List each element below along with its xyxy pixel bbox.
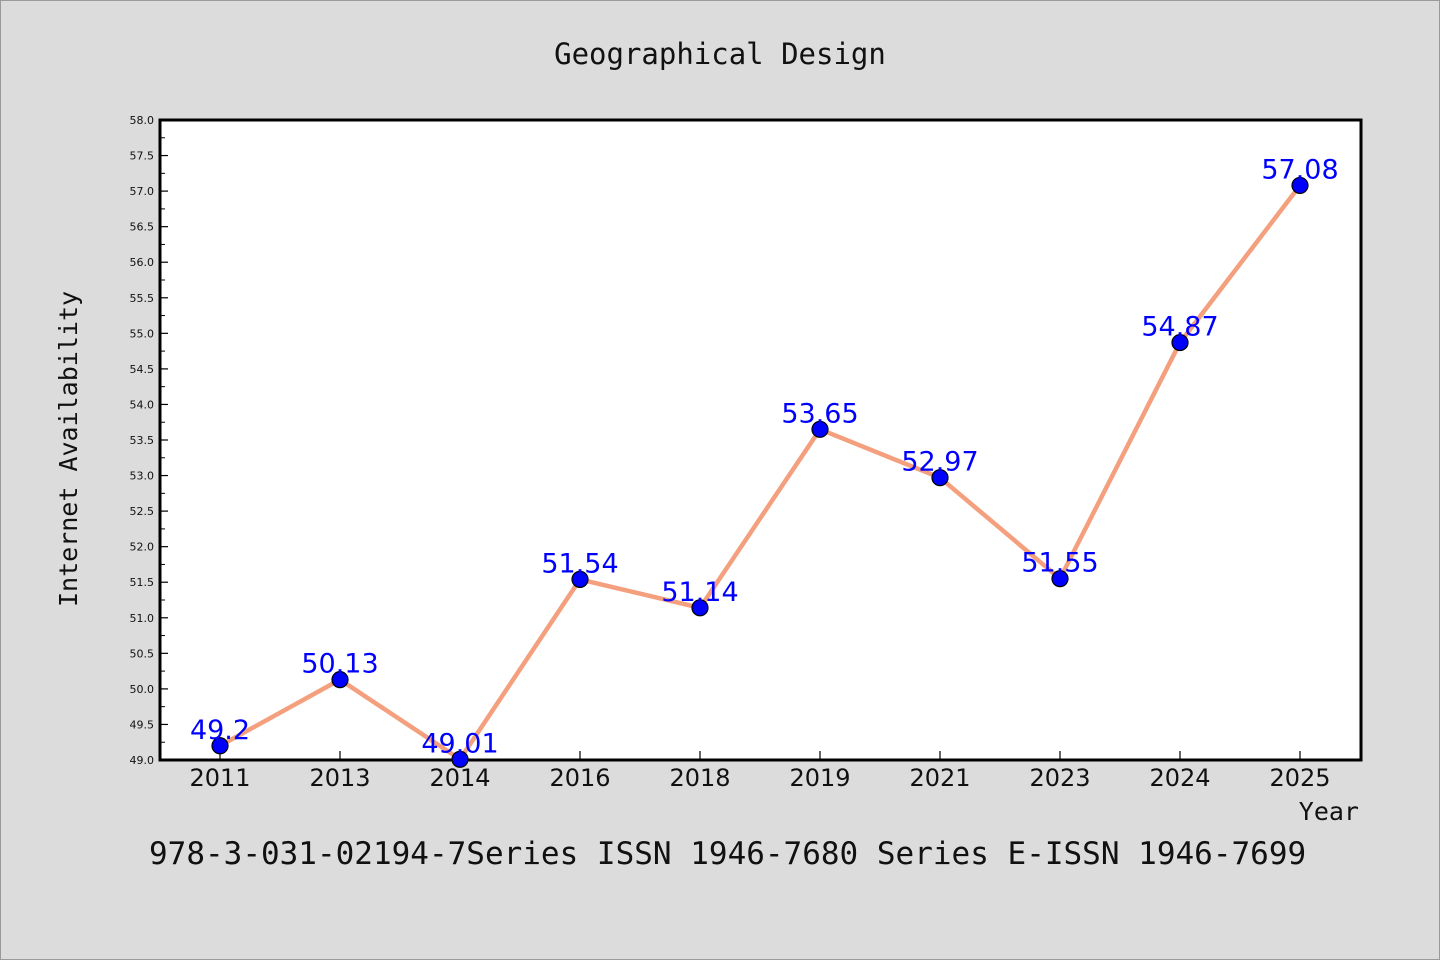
x-tick-label: 2013 [309, 764, 370, 792]
y-tick-label: 52.5 [130, 505, 155, 518]
data-label: 50.13 [301, 649, 378, 680]
data-label: 49.01 [421, 728, 498, 759]
data-point [1291, 176, 1309, 195]
data-label: 51.54 [541, 548, 618, 579]
y-tick-label: 55.5 [130, 292, 155, 305]
x-tick-label: 2014 [429, 764, 490, 792]
y-tick-label: 57.5 [130, 150, 155, 163]
series-line [218, 184, 1302, 762]
data-point [1051, 570, 1069, 588]
y-tick-label: 56.5 [130, 221, 155, 234]
data-label: 53.65 [781, 398, 858, 429]
y-tick-label: 56.0 [130, 256, 155, 269]
y-axis: 49.0 49.5 50.0 50.5 51.0 51.5 52.0 52.5 53.0 53.5… [130, 114, 168, 767]
footer-text: 978-3-031-02194-7Series ISSN 1946-7680 S… [149, 836, 1306, 872]
data-point [211, 737, 229, 755]
y-tick-label: 58.0 [130, 114, 155, 127]
data-label: 49.2 [190, 715, 250, 746]
data-point [811, 420, 829, 438]
x-tick-label: 2021 [909, 764, 970, 792]
y-tick-label: 55.0 [130, 327, 155, 340]
y-tick-label: 53.5 [130, 434, 155, 447]
y-tick-label: 51.0 [130, 612, 155, 625]
x-tick-label: 2024 [1149, 764, 1210, 792]
data-labels: 49.2 50.13 49.01 51.54 51.14 53.65 52.97 51.55 5… [190, 154, 1339, 759]
data-label: 57.08 [1261, 154, 1338, 185]
y-tick-label: 52.0 [130, 541, 155, 554]
y-tick-label: 51.5 [130, 576, 155, 589]
y-tick-label: 50.0 [130, 683, 155, 696]
data-label: 52.97 [901, 447, 978, 478]
data-points [211, 176, 1309, 768]
data-label: 51.55 [1021, 548, 1098, 579]
x-tick-label: 2025 [1269, 764, 1330, 792]
plot-area [158, 118, 1363, 762]
data-point [331, 671, 349, 689]
data-point [931, 469, 949, 487]
data-point [451, 750, 469, 768]
y-tick-label: 50.5 [130, 647, 155, 660]
x-tick-label: 2023 [1029, 764, 1090, 792]
x-tick-label: 2018 [669, 764, 730, 792]
x-axis: 2011 2013 2014 2016 2018 2019 2021 2023 2024 2025 [189, 751, 1331, 792]
data-point [571, 570, 589, 588]
y-tick-label: 49.0 [130, 754, 155, 767]
data-point [691, 599, 709, 617]
y-tick-label: 53.0 [130, 470, 155, 483]
x-axis-label: Year [1299, 797, 1359, 826]
y-axis-label: Internet Availability [54, 291, 83, 607]
y-tick-label: 54.0 [130, 398, 155, 411]
y-tick-label: 54.5 [130, 363, 155, 376]
data-point [1171, 333, 1189, 352]
chart-title: Geographical Design [554, 37, 886, 71]
x-tick-label: 2016 [549, 764, 610, 792]
data-label: 51.14 [661, 577, 738, 608]
y-tick-label: 57.0 [130, 185, 155, 198]
x-tick-label: 2019 [789, 764, 850, 792]
x-tick-label: 2011 [189, 764, 250, 792]
y-tick-label: 49.5 [130, 718, 155, 731]
data-label: 54.87 [1141, 312, 1218, 343]
